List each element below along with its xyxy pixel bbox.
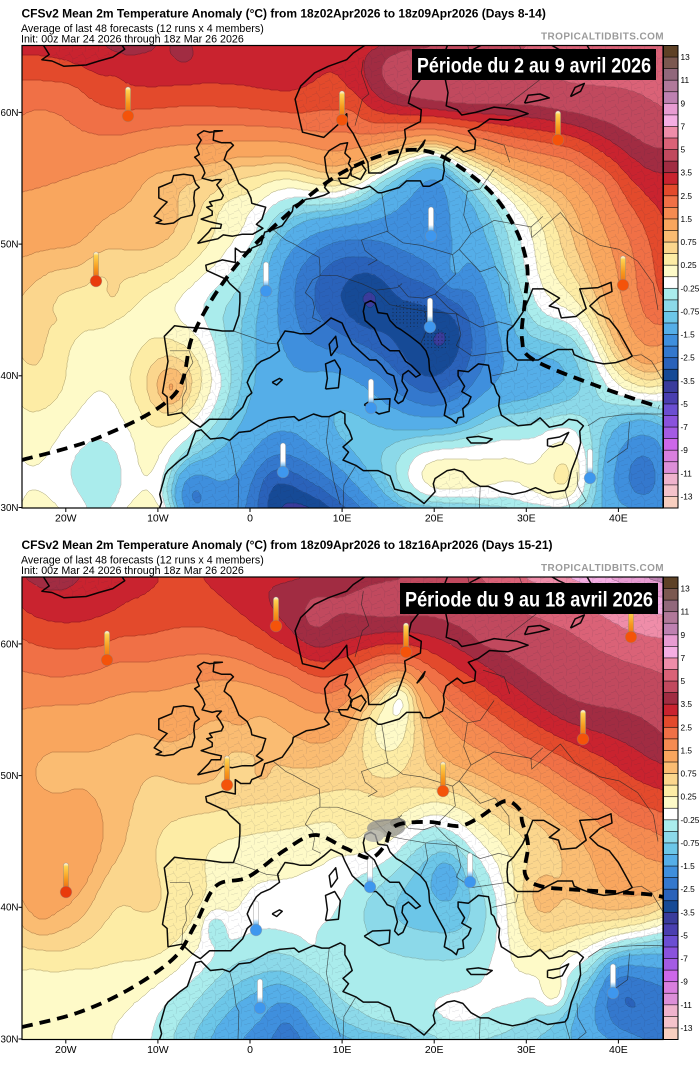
svg-text:40E: 40E [609, 513, 628, 525]
svg-text:9: 9 [681, 630, 686, 640]
svg-text:Période du 9 au 18 avril 2026: Période du 9 au 18 avril 2026 [405, 589, 653, 612]
svg-text:2.5: 2.5 [681, 722, 693, 732]
svg-text:Init: 00z Mar 24 2026 through: Init: 00z Mar 24 2026 through 18z Mar 26… [21, 565, 244, 577]
svg-text:-3.5: -3.5 [681, 907, 696, 917]
svg-text:3.5: 3.5 [681, 699, 693, 709]
svg-text:-11: -11 [681, 468, 693, 478]
svg-text:7: 7 [681, 121, 686, 131]
svg-text:-11: -11 [681, 1000, 693, 1010]
svg-text:-9: -9 [681, 977, 689, 987]
svg-text:20E: 20E [425, 1044, 444, 1056]
svg-text:-13: -13 [681, 1023, 693, 1033]
svg-text:2.5: 2.5 [681, 191, 693, 201]
svg-text:-0.75: -0.75 [681, 306, 700, 316]
svg-text:13: 13 [681, 52, 691, 62]
svg-text:10W: 10W [147, 513, 169, 525]
svg-text:Average of last 48 forecasts (: Average of last 48 forecasts (12 runs x … [21, 554, 264, 566]
svg-text:9: 9 [681, 98, 686, 108]
svg-text:5: 5 [681, 145, 686, 155]
svg-text:TROPICALTIDBITS.COM: TROPICALTIDBITS.COM [541, 563, 664, 574]
svg-text:20W: 20W [55, 513, 77, 525]
svg-text:30N: 30N [1, 503, 19, 514]
svg-text:0: 0 [247, 1044, 253, 1056]
svg-text:40E: 40E [609, 1044, 628, 1056]
svg-text:10E: 10E [333, 1044, 352, 1056]
svg-text:-1.5: -1.5 [681, 330, 696, 340]
svg-text:-5: -5 [681, 399, 689, 409]
svg-text:Average of last 48 forecasts (: Average of last 48 forecasts (12 runs x … [21, 23, 264, 35]
svg-text:0.75: 0.75 [681, 769, 698, 779]
svg-text:20E: 20E [425, 513, 444, 525]
svg-text:Période du 2 au 9 avril 2026: Période du 2 au 9 avril 2026 [417, 55, 651, 78]
svg-text:-7: -7 [681, 954, 689, 964]
svg-text:-13: -13 [681, 491, 693, 501]
svg-text:40N: 40N [1, 371, 19, 382]
svg-text:-0.75: -0.75 [681, 838, 700, 848]
svg-text:-1.5: -1.5 [681, 861, 696, 871]
svg-text:50N: 50N [1, 771, 19, 782]
svg-text:30E: 30E [517, 513, 536, 525]
svg-text:11: 11 [681, 75, 690, 85]
svg-text:1.5: 1.5 [681, 745, 693, 755]
svg-text:50N: 50N [1, 240, 19, 251]
svg-text:TROPICALTIDBITS.COM: TROPICALTIDBITS.COM [541, 32, 664, 43]
svg-text:5: 5 [681, 676, 686, 686]
svg-text:-2.5: -2.5 [681, 884, 696, 894]
svg-text:CFSv2 Mean 2m Temperature Anom: CFSv2 Mean 2m Temperature Anomaly (°C) f… [22, 538, 553, 552]
svg-text:60N: 60N [1, 639, 19, 650]
svg-text:0.75: 0.75 [681, 237, 698, 247]
svg-text:10E: 10E [333, 513, 352, 525]
svg-text:1.5: 1.5 [681, 214, 693, 224]
svg-text:-3.5: -3.5 [681, 376, 696, 386]
svg-text:30N: 30N [1, 1034, 19, 1045]
svg-text:-0.25: -0.25 [681, 815, 700, 825]
svg-text:-9: -9 [681, 445, 689, 455]
svg-text:Init: 00z Mar 24 2026 through: Init: 00z Mar 24 2026 through 18z Mar 26… [21, 33, 244, 45]
svg-text:10W: 10W [147, 1044, 169, 1056]
svg-text:60N: 60N [1, 108, 19, 119]
svg-text:0: 0 [247, 513, 253, 525]
svg-text:3.5: 3.5 [681, 168, 693, 178]
svg-text:20W: 20W [55, 1044, 77, 1056]
svg-text:CFSv2 Mean 2m Temperature Anom: CFSv2 Mean 2m Temperature Anomaly (°C) f… [22, 7, 546, 21]
svg-text:0.25: 0.25 [681, 792, 698, 802]
svg-text:7: 7 [681, 653, 686, 663]
svg-text:30E: 30E [517, 1044, 536, 1056]
svg-text:0.25: 0.25 [681, 260, 698, 270]
svg-text:-5: -5 [681, 930, 689, 940]
svg-text:11: 11 [681, 607, 690, 617]
svg-text:13: 13 [681, 584, 691, 594]
svg-text:-7: -7 [681, 422, 689, 432]
svg-text:-2.5: -2.5 [681, 353, 696, 363]
svg-text:40N: 40N [1, 903, 19, 914]
svg-text:-0.25: -0.25 [681, 283, 700, 293]
